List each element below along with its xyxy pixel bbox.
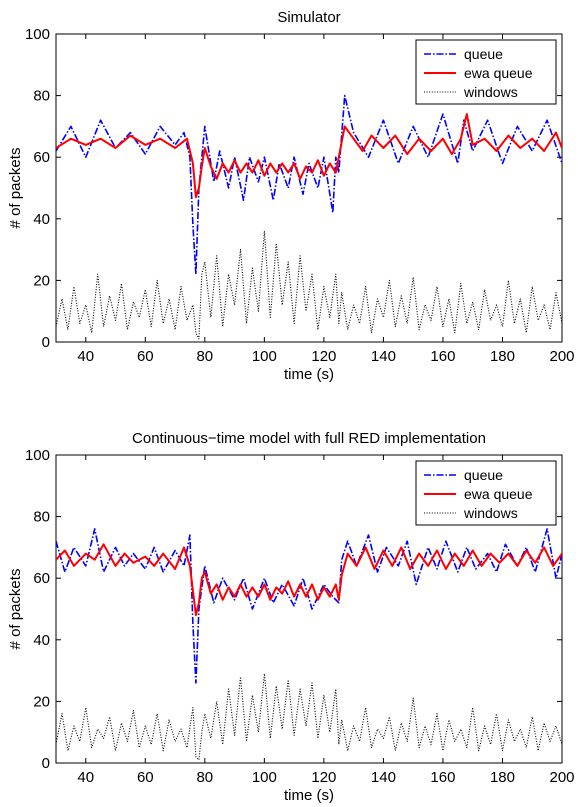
legend-entry: ewa queue [464, 65, 533, 81]
x-tick-label: 160 [430, 769, 455, 786]
y-axis-label: # of packets [7, 148, 24, 229]
legend-entry: windows [463, 84, 518, 100]
series-windows-line [56, 230, 562, 340]
y-tick-label: 60 [33, 570, 50, 587]
x-tick-label: 200 [549, 348, 574, 365]
y-tick-label: 20 [33, 693, 50, 710]
series-ewa-queue-line [56, 543, 562, 617]
series-ewa-queue-line [56, 113, 562, 199]
y-tick-label: 80 [33, 88, 50, 105]
legend-entry: ewa queue [464, 486, 533, 502]
x-tick-label: 180 [490, 769, 515, 786]
y-tick-label: 100 [25, 26, 50, 43]
y-tick-label: 80 [33, 509, 50, 526]
legend-entry: queue [464, 467, 503, 483]
x-axis-label: time (s) [284, 787, 334, 804]
x-tick-label: 180 [490, 348, 515, 365]
x-tick-label: 160 [430, 348, 455, 365]
y-tick-label: 40 [33, 211, 50, 228]
x-tick-label: 140 [371, 348, 396, 365]
series-queue-line [56, 528, 562, 684]
legend: queue ewa queue windows [415, 39, 557, 105]
x-axis-label: time (s) [284, 366, 334, 383]
x-tick-label: 40 [77, 769, 94, 786]
legend-entry: queue [464, 46, 503, 62]
x-tick-label: 80 [196, 769, 213, 786]
y-tick-label: 20 [33, 272, 50, 289]
y-tick-label: 60 [33, 149, 50, 166]
x-tick-label: 60 [137, 769, 154, 786]
y-tick-label: 0 [42, 334, 50, 351]
y-tick-label: 40 [33, 632, 50, 649]
series-queue-line [56, 94, 562, 276]
x-tick-label: 120 [311, 348, 336, 365]
y-axis-label: # of packets [7, 569, 24, 650]
x-tick-label: 200 [549, 769, 574, 786]
x-tick-label: 100 [252, 769, 277, 786]
x-tick-label: 100 [252, 348, 277, 365]
y-tick-label: 0 [42, 755, 50, 772]
x-tick-label: 40 [77, 348, 94, 365]
y-tick-label: 100 [25, 447, 50, 464]
chart-panel-1: Simulator 40 60 80 100 120 140 160 180 200 0 20 40 60… [7, 9, 575, 383]
x-tick-label: 80 [196, 348, 213, 365]
series-windows-line [56, 673, 562, 761]
x-tick-label: 120 [311, 769, 336, 786]
x-tick-label: 60 [137, 348, 154, 365]
chart-panel-2: Continuous−time model with full RED impl… [7, 430, 575, 804]
legend-entry: windows [463, 505, 518, 521]
chart-title: Simulator [277, 9, 340, 26]
x-tick-label: 140 [371, 769, 396, 786]
legend: queue ewa queue windows [415, 460, 557, 526]
chart-title: Continuous−time model with full RED impl… [132, 430, 486, 447]
